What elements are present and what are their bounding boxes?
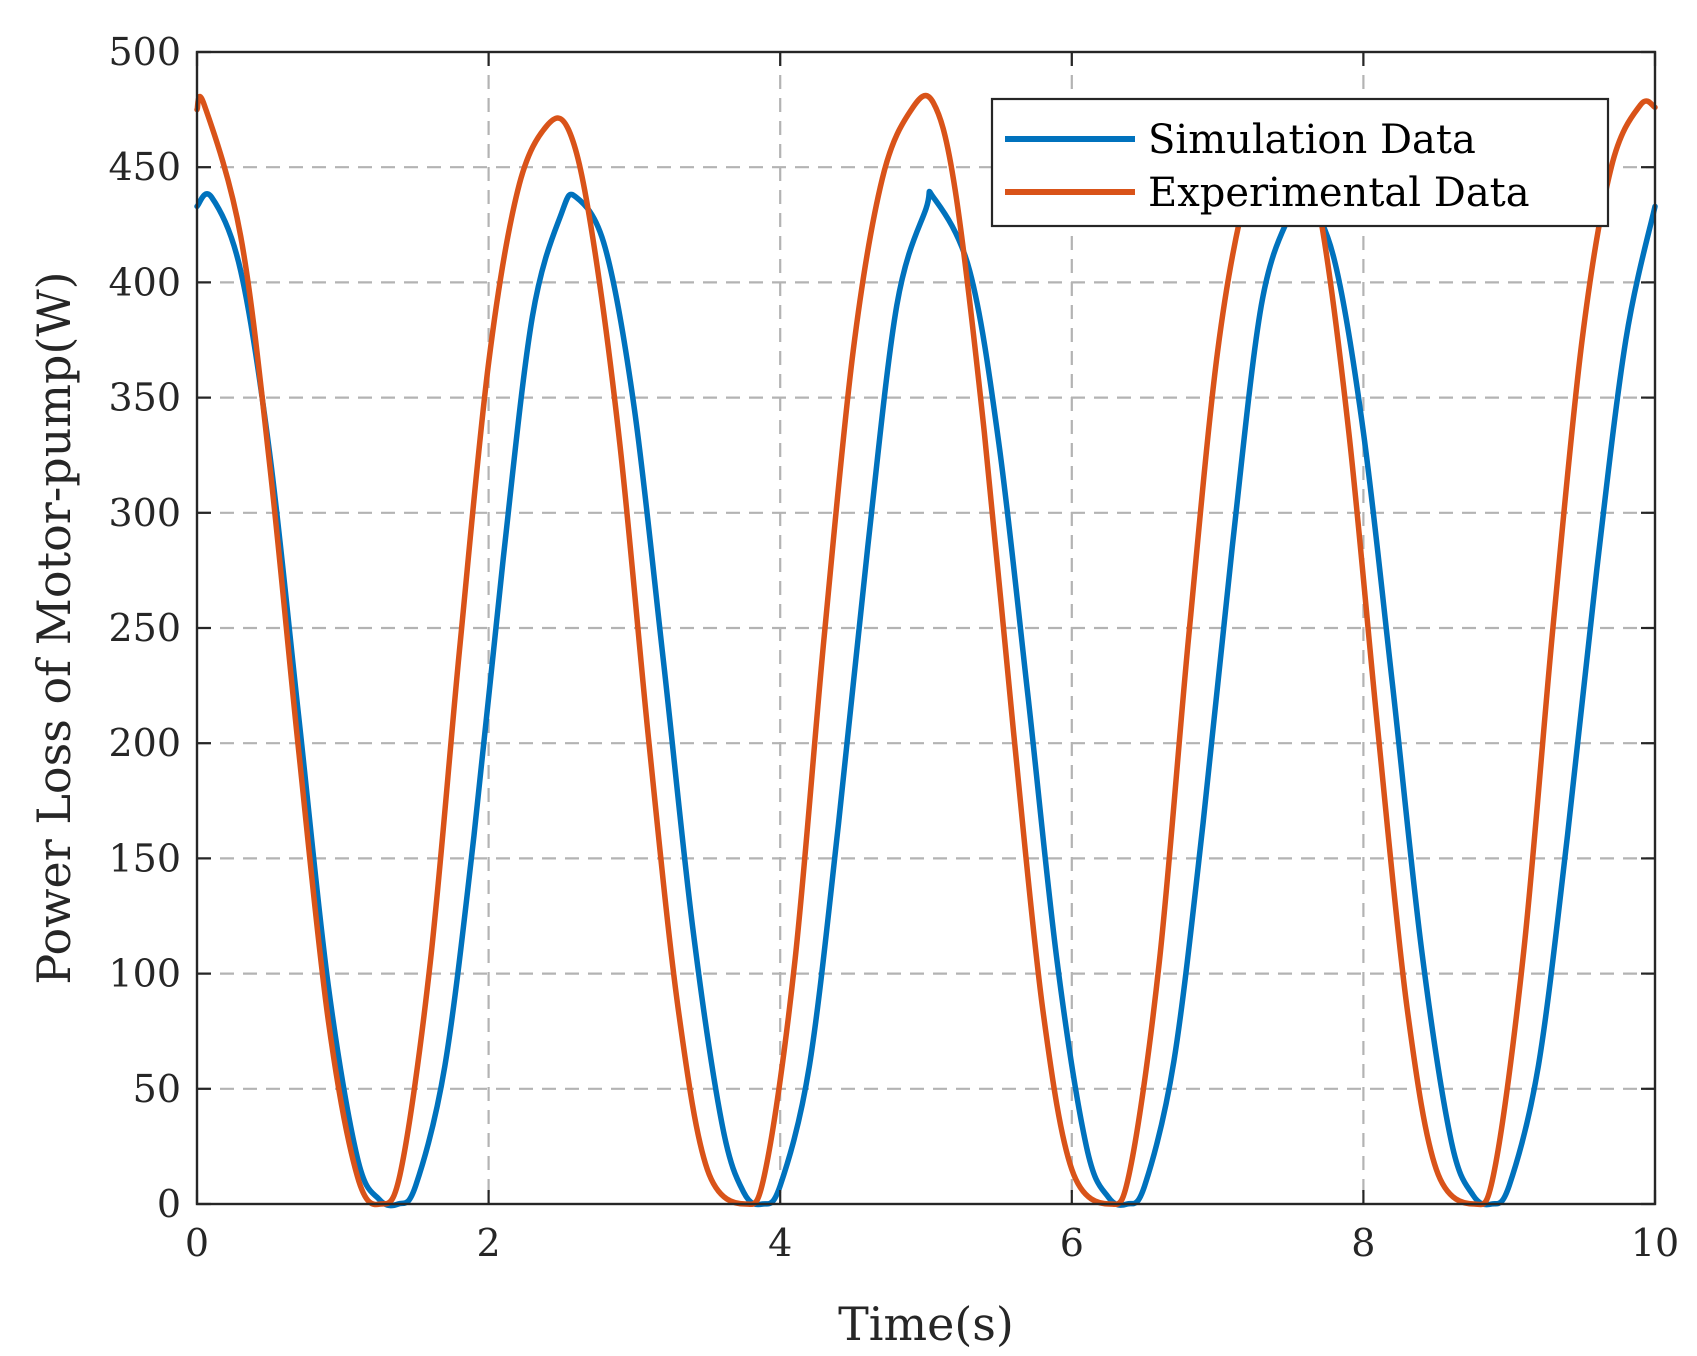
x-tick-label: 10 xyxy=(1631,1221,1679,1265)
y-tick-label: 0 xyxy=(157,1182,181,1226)
legend-box xyxy=(990,97,1610,228)
x-tick-label: 2 xyxy=(477,1221,501,1265)
legend-label-simulation: Simulation Data xyxy=(1148,117,1476,163)
x-axis-label: Time(s) xyxy=(838,1297,1014,1351)
legend-label-experimental: Experimental Data xyxy=(1148,170,1530,216)
x-tick-label: 8 xyxy=(1351,1221,1375,1265)
y-tick-label: 250 xyxy=(108,606,181,650)
y-tick-label: 300 xyxy=(108,491,181,535)
y-tick-label: 500 xyxy=(108,30,181,74)
y-tick-label: 200 xyxy=(108,721,181,765)
y-tick-label: 100 xyxy=(108,952,181,996)
x-tick-label: 6 xyxy=(1060,1221,1084,1265)
y-axis-label: Power Loss of Motor-pump(W) xyxy=(27,271,81,984)
x-tick-label: 4 xyxy=(768,1221,792,1265)
x-tick-label: 0 xyxy=(185,1221,209,1265)
y-tick-label: 450 xyxy=(108,145,181,189)
y-tick-label: 350 xyxy=(108,376,181,420)
y-tick-label: 150 xyxy=(108,836,181,880)
series-line-simulation xyxy=(194,188,1658,1209)
legend: Simulation Data Experimental Data xyxy=(990,97,1610,228)
y-tick-label: 50 xyxy=(133,1067,181,1111)
series-lines xyxy=(194,92,1658,1209)
series-line-experimental xyxy=(194,92,1658,1208)
y-tick-label: 400 xyxy=(108,260,181,304)
